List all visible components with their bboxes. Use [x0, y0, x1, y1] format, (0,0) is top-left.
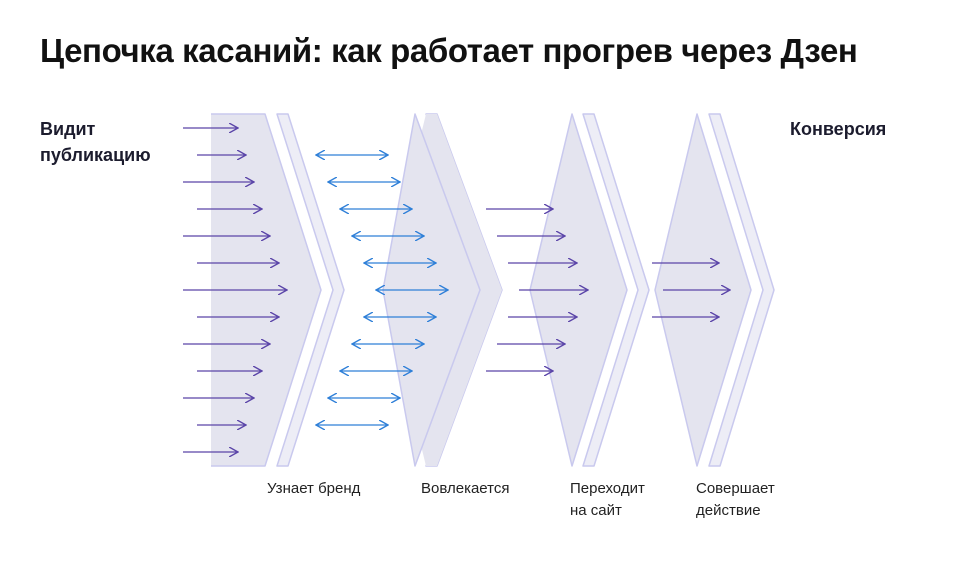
start-label-line-2: публикацию: [40, 145, 151, 165]
end-label: Конверсия: [790, 119, 887, 139]
stage-label-4-line-1: Совершает: [696, 480, 775, 497]
stage-label-1-line-1: Узнает бренд: [267, 480, 361, 497]
start-label-line-1: Видит: [40, 119, 96, 139]
stage-label-3-line-1: Переходит: [570, 480, 645, 497]
stage-label-2: Вовлекается: [421, 478, 509, 500]
stage-label-3: Переходит на сайт: [570, 478, 645, 522]
stage-label-4-line-2: действие: [696, 502, 761, 519]
stage-3-arrows: [486, 209, 588, 371]
incoming-arrows: [183, 128, 287, 452]
stage-label-1: Узнает бренд: [267, 478, 360, 500]
start-label: Видит публикацию: [40, 116, 151, 168]
stage-4-arrows: [652, 263, 730, 317]
stage-label-4: Совершает действие: [696, 478, 775, 522]
stage-label-2-line-1: Вовлекается: [421, 480, 510, 497]
stage-label-3-line-2: на сайт: [570, 502, 622, 519]
bidirectional-arrows: [316, 155, 448, 425]
page-title: Цепочка касаний: как работает прогрев че…: [40, 32, 858, 69]
